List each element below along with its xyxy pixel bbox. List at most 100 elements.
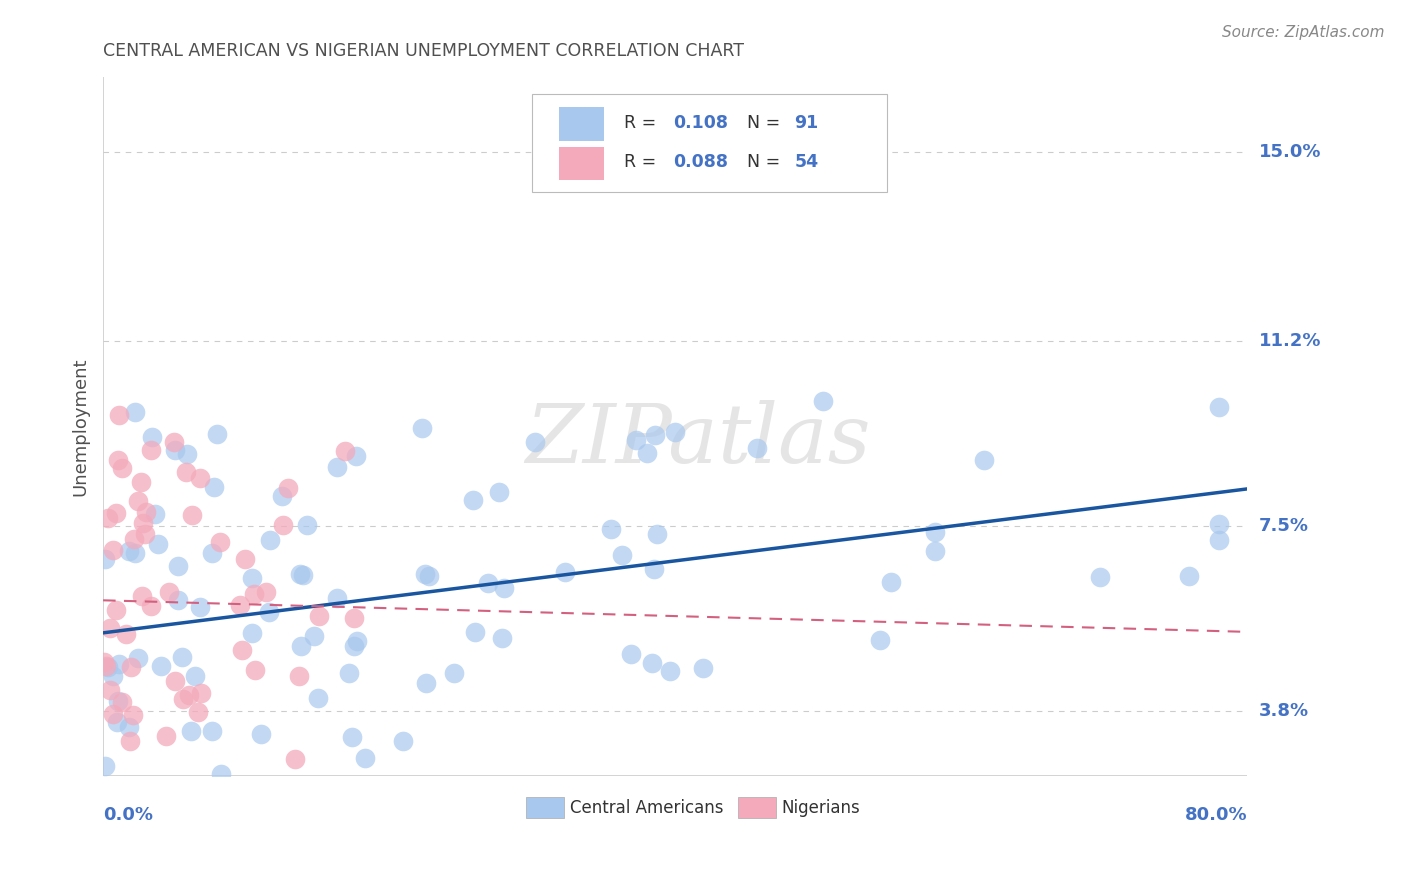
Point [326, 591, 349, 605]
Point [1208, 516, 1230, 531]
Point [202, 480, 225, 494]
Point [139, 599, 162, 613]
Text: 3.8%: 3.8% [1258, 702, 1309, 720]
Point [924, 524, 946, 539]
Point [413, 567, 436, 582]
Point [343, 611, 366, 625]
Point [163, 434, 186, 449]
Bar [558, 146, 605, 180]
Point [250, 727, 273, 741]
Point [176, 447, 198, 461]
Point [209, 535, 232, 549]
Point [170, 650, 193, 665]
Point [243, 663, 266, 677]
Point [624, 433, 647, 447]
Point [491, 631, 513, 645]
Text: CENTRAL AMERICAN VS NIGERIAN UNEMPLOYMENT CORRELATION CHART: CENTRAL AMERICAN VS NIGERIAN UNEMPLOYMEN… [103, 42, 744, 60]
Point [554, 566, 576, 580]
Point [176, 795, 198, 809]
Point [131, 590, 153, 604]
Point [229, 598, 252, 612]
Point [149, 659, 172, 673]
Point [924, 544, 946, 558]
Point [418, 569, 440, 583]
Point [105, 715, 128, 730]
Point [93, 655, 115, 669]
Point [658, 664, 681, 678]
Point [118, 544, 141, 558]
Point [1208, 400, 1230, 414]
Point [290, 639, 312, 653]
Point [1178, 569, 1201, 583]
Point [139, 443, 162, 458]
Point [477, 576, 499, 591]
Point [159, 584, 181, 599]
Point [167, 559, 190, 574]
Point [120, 659, 142, 673]
Text: ZIPatlas: ZIPatlas [526, 401, 870, 480]
Point [94, 659, 117, 673]
Point [187, 706, 209, 720]
Point [307, 691, 329, 706]
Point [302, 629, 325, 643]
Text: Central Americans: Central Americans [569, 798, 724, 816]
Text: 80.0%: 80.0% [1185, 806, 1247, 824]
Point [645, 526, 668, 541]
Point [167, 593, 190, 607]
Point [337, 665, 360, 680]
Point [98, 621, 121, 635]
Point [114, 626, 136, 640]
Point [1208, 533, 1230, 548]
Point [165, 443, 187, 458]
Point [111, 695, 134, 709]
Point [643, 562, 665, 576]
Point [488, 485, 510, 500]
Point [277, 481, 299, 495]
Point [644, 427, 666, 442]
Point [343, 640, 366, 654]
Point [869, 633, 891, 648]
Point [201, 546, 224, 560]
Point [98, 683, 121, 698]
Point [415, 676, 437, 690]
FancyBboxPatch shape [533, 94, 887, 192]
Text: 54: 54 [794, 153, 818, 171]
Point [612, 548, 634, 562]
Point [127, 494, 149, 508]
Point [524, 435, 547, 450]
Point [664, 425, 686, 439]
Point [259, 533, 281, 547]
Text: N =: N = [748, 114, 786, 132]
Point [599, 522, 621, 536]
Text: N =: N = [748, 153, 786, 171]
Point [240, 571, 263, 585]
Point [176, 785, 198, 799]
Point [141, 430, 163, 444]
Point [94, 552, 117, 566]
Point [132, 516, 155, 530]
Point [143, 787, 166, 801]
Point [179, 688, 201, 702]
Point [97, 659, 120, 673]
Point [270, 490, 292, 504]
Point [321, 819, 343, 833]
Point [243, 587, 266, 601]
Point [184, 668, 207, 682]
Point [257, 605, 280, 619]
Point [209, 767, 232, 781]
Text: 11.2%: 11.2% [1258, 333, 1322, 351]
Point [295, 518, 318, 533]
Text: R =: R = [624, 114, 661, 132]
Point [271, 518, 294, 533]
Point [107, 452, 129, 467]
Point [124, 405, 146, 419]
Point [97, 511, 120, 525]
Text: 0.108: 0.108 [673, 114, 728, 132]
Point [117, 720, 139, 734]
Point [94, 759, 117, 773]
Text: 7.5%: 7.5% [1258, 517, 1309, 535]
Point [181, 782, 204, 797]
Point [461, 492, 484, 507]
Point [104, 506, 127, 520]
Point [443, 665, 465, 680]
